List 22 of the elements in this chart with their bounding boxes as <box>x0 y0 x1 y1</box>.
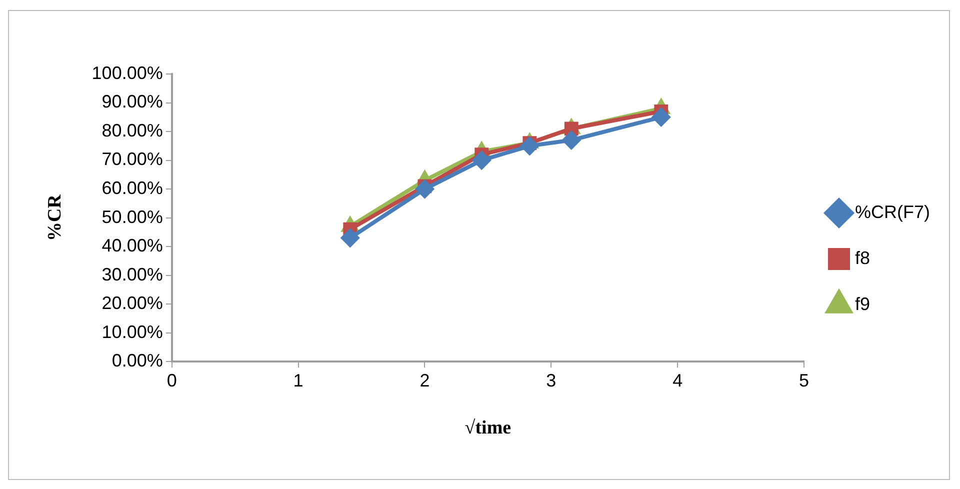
x-tick-label: 1 <box>293 370 304 390</box>
y-tick-label: 90.00% <box>102 92 163 112</box>
legend-label: f9 <box>855 294 870 314</box>
y-tick-label: 40.00% <box>102 236 163 256</box>
y-axis-title: %CR <box>44 194 66 242</box>
y-tick-label: 50.00% <box>102 206 163 227</box>
y-tick-label: 70.00% <box>102 149 163 170</box>
legend-label: %CR(F7) <box>855 202 930 222</box>
x-tick-label: 5 <box>798 370 810 390</box>
y-tick-label: 60.00% <box>102 178 163 198</box>
legend-label: f8 <box>855 248 870 268</box>
y-tick-label: 30.00% <box>102 264 163 284</box>
x-axis-title: √time <box>464 418 512 439</box>
y-tick-label: 20.00% <box>102 293 163 314</box>
y-tick-label: 100.00% <box>92 62 163 83</box>
y-tick-label: 10.00% <box>102 322 163 342</box>
x-tick-label: 3 <box>546 370 556 390</box>
x-tick-label: 0 <box>166 370 177 390</box>
x-tick-label: 2 <box>420 370 430 390</box>
x-tick-label: 4 <box>672 370 683 390</box>
y-tick-label: 0.00% <box>112 350 163 371</box>
y-tick-label: 80.00% <box>102 120 163 140</box>
